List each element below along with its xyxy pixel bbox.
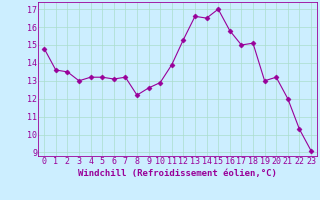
X-axis label: Windchill (Refroidissement éolien,°C): Windchill (Refroidissement éolien,°C) — [78, 169, 277, 178]
